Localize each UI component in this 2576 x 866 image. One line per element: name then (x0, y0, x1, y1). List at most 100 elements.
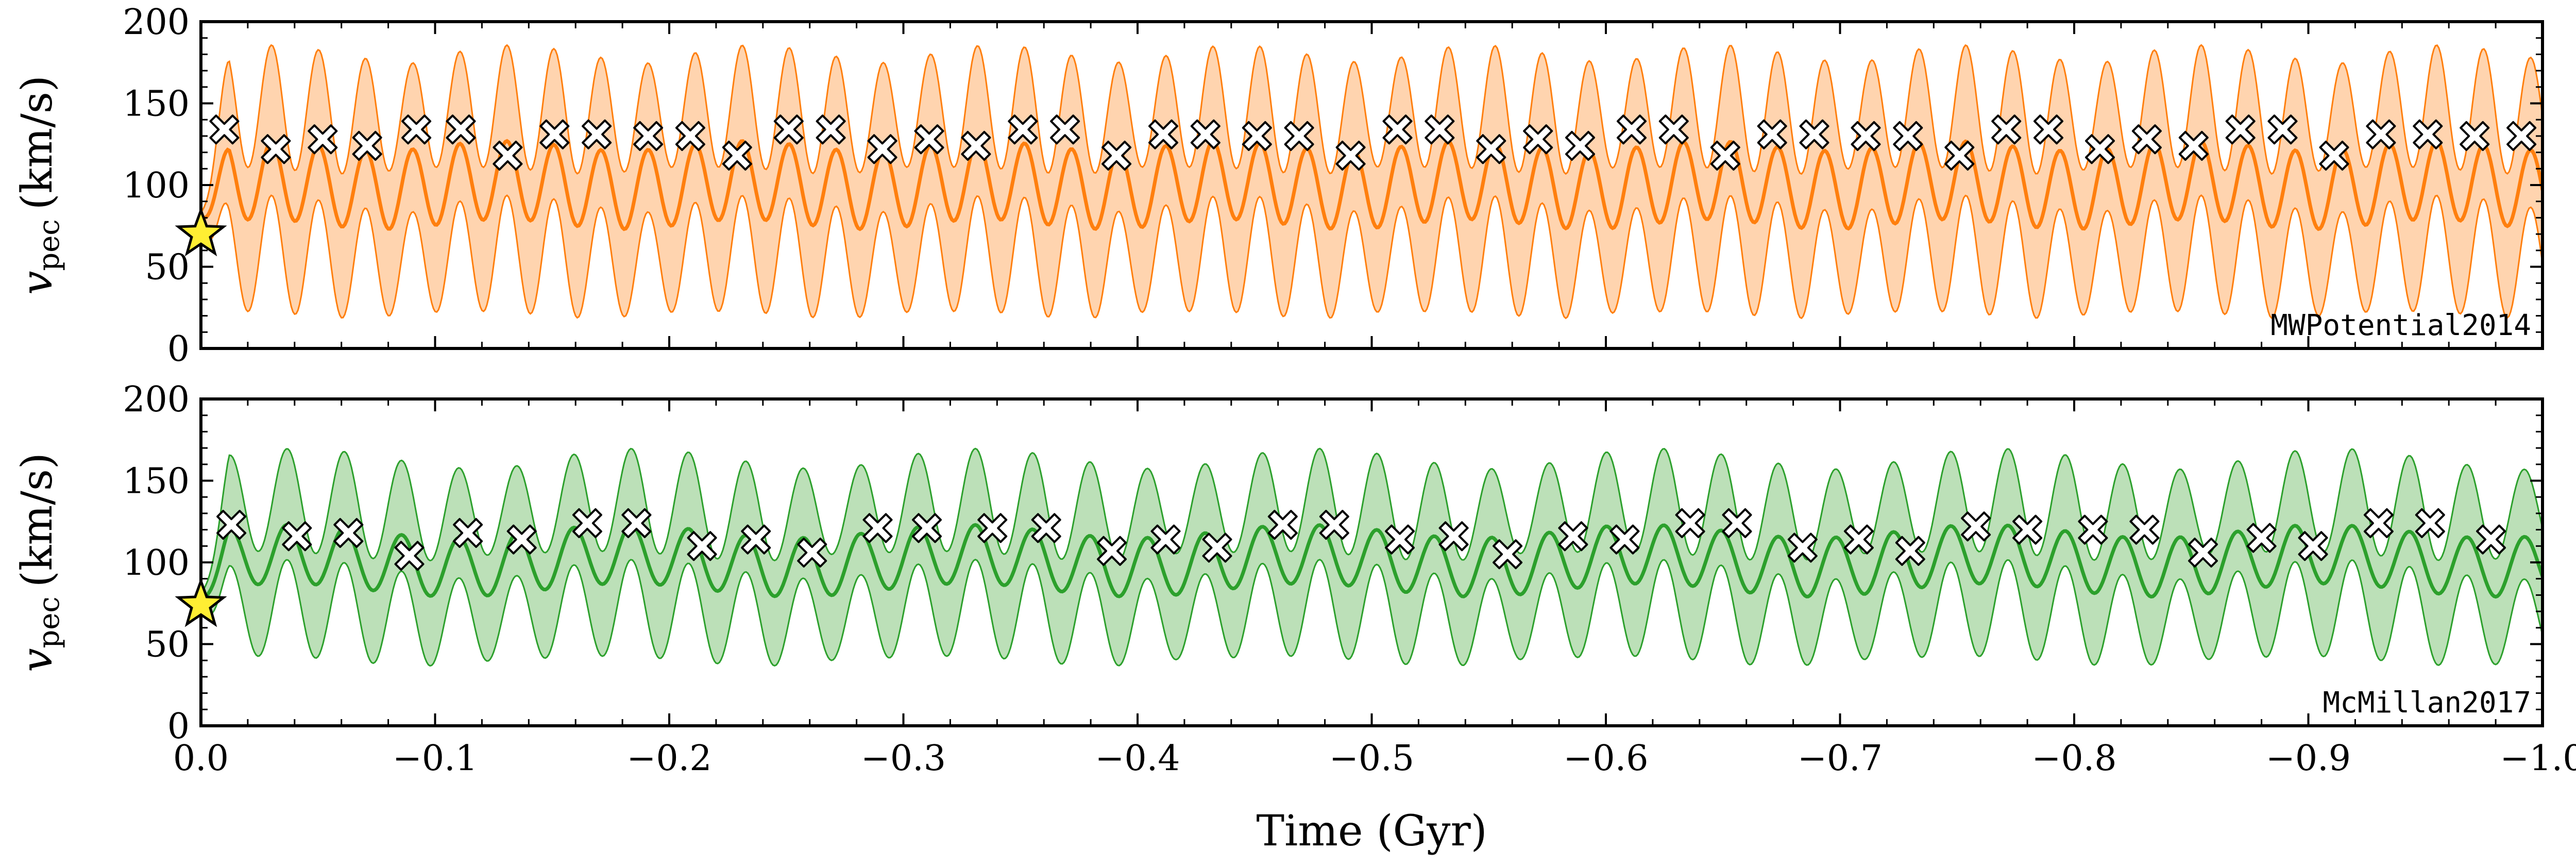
band-lower-line (201, 194, 2543, 320)
pericenter-marker (2298, 531, 2328, 561)
y-tick-label: 50 (145, 247, 190, 288)
pericenter-marker (493, 140, 523, 171)
pericenter-marker (621, 508, 652, 538)
pericenter-marker (261, 134, 291, 164)
pericenter-marker (1658, 114, 1689, 145)
pericenter-marker (1558, 521, 1588, 552)
panel-label: MWPotential2014 (2270, 309, 2531, 342)
x-tick-label: −0.4 (1095, 738, 1180, 779)
pericenter-marker (506, 524, 537, 555)
pericenter-marker (1787, 532, 1818, 563)
pericenter-marker (741, 524, 771, 555)
pericenter-marker (1895, 536, 1925, 566)
pericenter-marker (2319, 140, 2349, 171)
pericenter-marker (2366, 119, 2396, 149)
x-tick-label: −1.0 (2500, 738, 2576, 779)
y-axis-title: vpec (km/s) (13, 75, 66, 295)
x-tick-label: −0.1 (393, 738, 478, 779)
y-axis-title-subscript: pec (32, 219, 66, 271)
pericenter-marker (2078, 514, 2108, 545)
pericenter-marker (1617, 114, 1647, 145)
pericenter-marker (216, 510, 247, 540)
pericenter-marker (1799, 119, 1829, 149)
pericenter-marker (1523, 124, 1553, 155)
pericenter-marker (867, 134, 897, 164)
pericenter-marker (1493, 539, 1523, 570)
y-tick-label: 100 (123, 543, 190, 584)
pericenter-marker (2506, 121, 2537, 151)
band-upper-line (201, 44, 2543, 213)
y-axis-title-unit: (km/s) (13, 75, 62, 210)
pericenter-marker (1843, 524, 1874, 555)
pericenter-marker (1008, 114, 1038, 145)
pericenter-marker (209, 114, 240, 145)
y-tick-label: 150 (123, 461, 190, 502)
pericenter-marker (1991, 114, 2022, 145)
pericenter-marker (282, 521, 312, 552)
x-tick-label: −0.2 (626, 738, 711, 779)
y-tick-label: 150 (123, 84, 190, 125)
pericenter-marker (1385, 524, 1415, 555)
pericenter-marker (687, 531, 717, 561)
pericenter-marker (797, 538, 827, 568)
pericenter-marker (1101, 140, 1132, 171)
x-tick-label: −0.8 (2031, 738, 2116, 779)
pericenter-marker (333, 518, 364, 548)
y-axis-title-symbol: v (13, 648, 62, 672)
pericenter-marker (1050, 114, 1080, 145)
y-axis-title: vpec (km/s) (13, 453, 66, 672)
panel-label: McMillan2017 (2323, 686, 2531, 720)
x-tick-label: −0.5 (1329, 738, 1414, 779)
pericenter-marker (912, 513, 942, 543)
pericenter-marker (2460, 121, 2490, 151)
pericenter-marker (633, 121, 664, 151)
pericenter-marker (816, 114, 846, 145)
y-tick-label: 0 (167, 329, 190, 370)
x-tick-label: 0.0 (173, 738, 229, 779)
pericenter-marker (1335, 140, 1366, 171)
pericenter-marker (394, 541, 425, 571)
y-tick-label: 100 (123, 165, 190, 206)
pericenter-marker (1284, 121, 1314, 151)
y-tick-label: 0 (167, 706, 190, 747)
pericenter-marker (1190, 119, 1221, 149)
y-axis-title-subscript: pec (32, 596, 66, 648)
pericenter-marker (2131, 124, 2162, 155)
pericenter-marker (1382, 114, 1413, 145)
pericenter-marker (977, 513, 1008, 543)
pericenter-marker (1031, 513, 1061, 543)
confidence-band (201, 45, 2543, 319)
pericenter-marker (308, 124, 338, 155)
pericenter-marker (2129, 514, 2160, 545)
panel-1: 0 50 100 150 200 vpec (km/s) MWPotential2014 (13, 2, 2544, 370)
series-group (201, 447, 2543, 667)
y-axis-title-unit: (km/s) (13, 453, 62, 587)
pericenter-marker (1893, 121, 1923, 151)
pericenter-marker (1319, 510, 1349, 540)
x-axis-title: Time (Gyr) (1256, 807, 1487, 856)
confidence-band (201, 448, 2543, 666)
pericenter-marker (2413, 119, 2443, 149)
y-tick-label: 50 (145, 625, 190, 665)
pericenter-marker (1150, 524, 1181, 555)
pericenter-marker (582, 119, 612, 149)
pericenter-marker (2085, 134, 2115, 164)
panel-2: 0 50 100 150 200 0.0 −0.1 −0.2 −0.3 −0.4 −0.5 −0.6 −… (13, 379, 2576, 856)
pericenter-marker (1722, 508, 1752, 538)
pericenter-marker (401, 114, 432, 145)
pericenter-marker (453, 518, 483, 548)
pericenter-marker (862, 513, 893, 543)
pericenter-marker (2178, 130, 2209, 161)
x-tick-label: −0.3 (861, 738, 946, 779)
series-group (201, 44, 2543, 320)
pericenter-marker (961, 130, 991, 161)
pericenter-marker (1851, 121, 1881, 151)
y-axis-title-symbol: v (13, 271, 62, 295)
pericenter-marker (2246, 523, 2277, 553)
pericenter-marker (1097, 536, 1127, 566)
y-tick-label: 200 (123, 2, 190, 43)
pericenter-marker (2267, 114, 2298, 145)
pericenter-marker (2476, 524, 2506, 555)
pericenter-marker (2415, 508, 2445, 538)
